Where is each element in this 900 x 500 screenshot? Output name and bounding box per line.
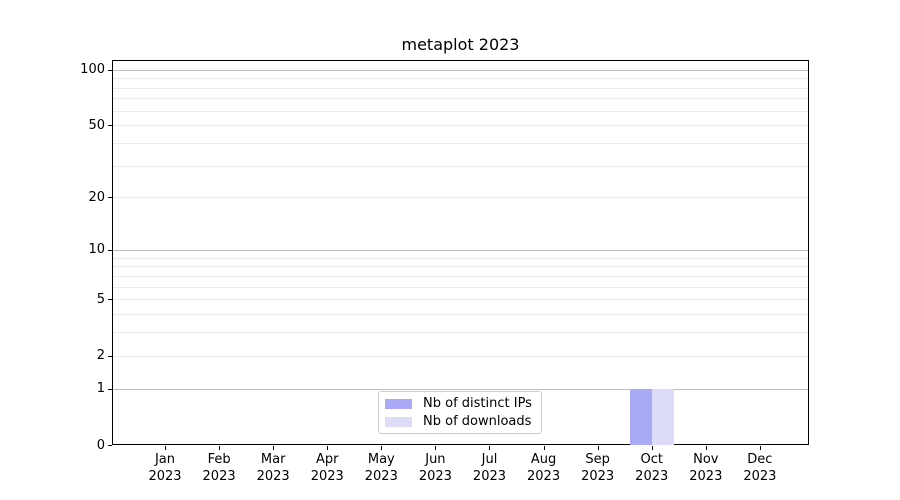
- x-tick-label: Apr 2023: [310, 452, 344, 484]
- x-tick-label: Mar 2023: [256, 452, 290, 484]
- plot-area: [112, 60, 809, 445]
- y-tick-mark: [108, 125, 112, 126]
- bar-downloads: [651, 388, 674, 445]
- legend-swatch-downloads: [385, 416, 412, 427]
- x-tick-mark: [598, 446, 599, 450]
- x-tick-mark: [760, 446, 761, 450]
- major-gridline: [113, 249, 808, 251]
- legend: Nb of distinct IPs Nb of downloads: [378, 391, 542, 434]
- x-tick-label: Sep 2023: [581, 452, 615, 484]
- bar-distinct-ips: [629, 388, 652, 445]
- y-tick-mark: [108, 250, 112, 251]
- minor-gridline: [113, 77, 808, 79]
- minor-gridline: [113, 142, 808, 144]
- x-tick-mark: [219, 446, 220, 450]
- minor-gridline: [113, 286, 808, 288]
- x-tick-mark: [165, 446, 166, 450]
- y-tick-mark: [108, 389, 112, 390]
- legend-swatch-distinct-ips: [385, 398, 412, 409]
- legend-label-distinct-ips: Nb of distinct IPs: [423, 396, 532, 411]
- major-gridline: [113, 69, 808, 71]
- major-gridline: [113, 388, 808, 390]
- minor-gridline: [113, 275, 808, 277]
- minor-gridline: [113, 331, 808, 333]
- y-tick-label: 10: [88, 242, 105, 258]
- minor-gridline: [113, 124, 808, 126]
- x-tick-label: Jan 2023: [148, 452, 182, 484]
- x-tick-mark: [706, 446, 707, 450]
- y-tick-label: 0: [96, 437, 105, 453]
- minor-gridline: [113, 87, 808, 89]
- minor-gridline: [113, 265, 808, 267]
- y-tick-mark: [108, 70, 112, 71]
- minor-gridline: [113, 110, 808, 112]
- x-tick-mark: [435, 446, 436, 450]
- y-tick-label: 50: [88, 117, 105, 133]
- minor-gridline: [113, 313, 808, 315]
- x-tick-mark: [544, 446, 545, 450]
- legend-item-distinct-ips: Nb of distinct IPs: [385, 396, 535, 411]
- y-tick-mark: [108, 356, 112, 357]
- x-tick-mark: [327, 446, 328, 450]
- minor-gridline: [113, 196, 808, 198]
- chart-title: metaplot 2023: [401, 35, 520, 54]
- y-tick-label: 5: [96, 291, 105, 307]
- legend-item-downloads: Nb of downloads: [385, 414, 535, 429]
- y-tick-label: 100: [80, 62, 105, 78]
- x-tick-label: May 2023: [364, 452, 398, 484]
- x-tick-label: Jun 2023: [418, 452, 452, 484]
- x-tick-label: Nov 2023: [689, 452, 723, 484]
- y-tick-label: 2: [96, 348, 105, 364]
- minor-gridline: [113, 97, 808, 99]
- x-tick-mark: [381, 446, 382, 450]
- x-tick-label: Jul 2023: [472, 452, 507, 484]
- y-tick-mark: [108, 197, 112, 198]
- y-tick-label: 1: [96, 381, 105, 397]
- x-tick-mark: [273, 446, 274, 450]
- y-tick-label: 20: [88, 189, 105, 205]
- minor-gridline: [113, 298, 808, 300]
- minor-gridline: [113, 165, 808, 167]
- x-tick-label: Dec 2023: [743, 452, 777, 484]
- minor-gridline: [113, 355, 808, 357]
- x-tick-label: Feb 2023: [202, 452, 236, 484]
- minor-gridline: [113, 257, 808, 259]
- x-tick-mark: [652, 446, 653, 450]
- x-tick-label: Aug 2023: [527, 452, 561, 484]
- y-tick-mark: [108, 445, 112, 446]
- x-tick-label: Oct 2023: [635, 452, 669, 484]
- legend-label-downloads: Nb of downloads: [423, 414, 532, 429]
- x-tick-mark: [489, 446, 490, 450]
- y-tick-mark: [108, 299, 112, 300]
